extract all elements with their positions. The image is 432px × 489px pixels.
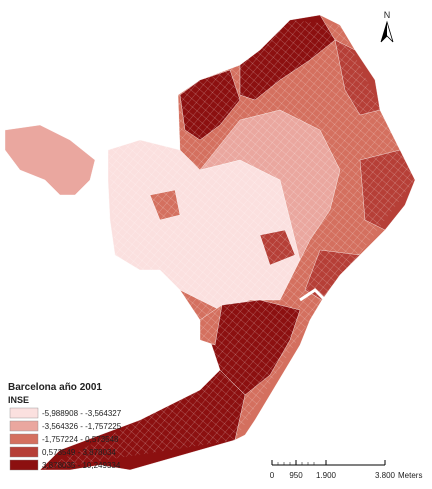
legend-swatch	[9, 446, 39, 458]
district	[4, 124, 96, 196]
legend-swatch	[9, 459, 39, 471]
scale-label: 1.900	[316, 471, 337, 480]
legend-swatch	[9, 420, 39, 432]
north-arrow-fill	[381, 22, 387, 42]
legend-label: -5,988908 - -3,564327	[42, 409, 122, 418]
scale-label: 3.800	[375, 471, 396, 480]
port	[283, 288, 327, 381]
legend: Barcelona año 2001 INSE -5,988908 - -3,5…	[8, 382, 122, 471]
scale-unit: Meters	[398, 471, 422, 480]
legend-label: -3,564326 - -1,757225	[42, 422, 122, 431]
scale-bar: 0 950 1.900 3.800 Meters	[270, 460, 422, 480]
legend-label: -1,757224 - 0,573548	[42, 435, 119, 444]
legend-swatch	[9, 433, 39, 445]
scale-label: 0	[270, 471, 275, 480]
scale-label: 950	[289, 471, 303, 480]
legend-label: 3,878035 - 10,249334	[42, 461, 121, 470]
legend-title: Barcelona año 2001	[8, 382, 102, 393]
legend-label: 0,573549 - 3,878034	[42, 448, 116, 457]
legend-field: INSE	[8, 395, 29, 405]
legend-swatch	[9, 407, 39, 419]
north-label: N	[384, 10, 391, 20]
north-arrow: N	[380, 10, 394, 43]
